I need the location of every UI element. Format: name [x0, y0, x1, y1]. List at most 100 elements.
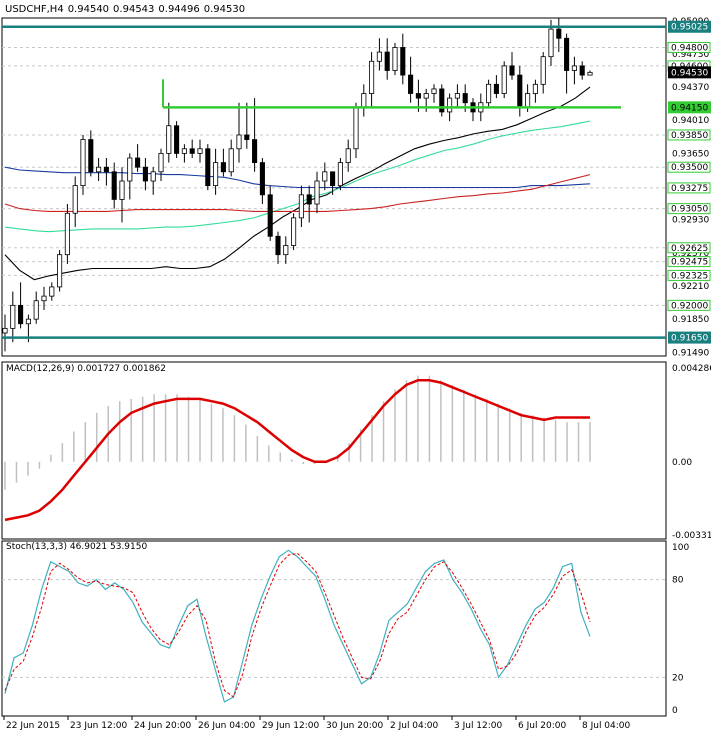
candle-body	[571, 65, 577, 71]
time-tick-label: 3 Jul 12:00	[454, 721, 503, 731]
candle-body	[353, 106, 359, 150]
candle-body	[579, 65, 585, 76]
price-tick-label: 0.91850	[672, 315, 709, 325]
macd-tick-label: 0.004286	[672, 364, 711, 374]
macd-panel-frame	[1, 361, 667, 540]
current-price-label: 0.94530	[671, 68, 708, 78]
candle-body	[337, 162, 343, 187]
candle-body	[486, 83, 492, 104]
candle-body	[135, 157, 141, 168]
candle-body	[564, 37, 570, 71]
candle-body	[49, 286, 55, 297]
candle-body	[501, 65, 507, 94]
close-value: 0.94530	[203, 4, 246, 15]
candle-body	[400, 47, 406, 76]
alert-level-label: 0.93275	[671, 184, 708, 194]
price-tick-label: 0.92210	[672, 282, 709, 292]
alert-level-box	[667, 203, 711, 215]
candle-body	[197, 148, 203, 154]
candle-body	[2, 327, 8, 334]
time-tick-label: 29 Jun 12:00	[262, 721, 319, 731]
alert-level-label: 0.93050	[671, 205, 708, 215]
candle-body	[205, 148, 211, 187]
candle-body	[236, 134, 242, 150]
candle-body	[80, 139, 86, 187]
time-tick-label: 24 Jun 20:00	[134, 721, 191, 731]
ma-line-green	[4, 120, 591, 233]
candle-body	[556, 28, 562, 39]
level-label-box	[668, 101, 711, 114]
stochastic-panel	[2, 549, 666, 703]
candle-body	[540, 56, 546, 85]
candle-body	[41, 295, 47, 302]
price-tick-label: 0.94010	[672, 116, 709, 126]
stoch-label: Stoch(13,3,3) 46.9021 53.9150	[6, 542, 148, 552]
alert-level-box	[667, 129, 711, 141]
candle-body	[267, 194, 273, 237]
alert-level-label: 0.94800	[671, 43, 708, 53]
alert-level-label: 0.92625	[671, 244, 708, 254]
candle-body	[228, 148, 234, 173]
low-value: 0.94496	[158, 4, 200, 15]
level-label: 0.94150	[671, 103, 708, 113]
candle-body	[158, 152, 164, 173]
candle-body	[174, 125, 180, 154]
candle-body	[587, 71, 593, 76]
symbol-label: USDCHF,H4	[5, 4, 64, 15]
macd-panel	[4, 375, 591, 522]
high-value: 0.94543	[113, 4, 155, 15]
candle-body	[291, 217, 297, 246]
candle-body	[376, 51, 382, 62]
axes: 0.950900.947300.943700.940100.936500.932…	[3, 17, 711, 731]
candle-body	[392, 47, 398, 71]
chart-header: USDCHF,H4 0.94540 0.94543 0.94496 0.94530	[5, 4, 249, 15]
price-tick-label: 0.93650	[672, 149, 709, 159]
candle-body	[322, 171, 328, 182]
candle-body	[447, 97, 453, 113]
time-tick-label: 30 Jun 20:00	[326, 721, 383, 731]
time-tick-label: 2 Jul 04:00	[390, 721, 439, 731]
macd-tick-label: -0.003319	[672, 531, 711, 541]
candle-body	[181, 148, 187, 154]
price-tick-label: 0.92930	[672, 216, 709, 226]
price-tick-label: 0.94370	[672, 83, 709, 93]
candle-body	[384, 51, 390, 71]
candle-body	[517, 74, 523, 108]
stoch-signal-line	[4, 552, 591, 698]
candle-body	[64, 212, 70, 256]
stoch-tick-label: 20	[672, 673, 684, 683]
candle-body	[166, 125, 172, 154]
open-value: 0.94540	[67, 4, 110, 15]
stoch-tick-label: 0	[672, 706, 678, 716]
stoch-panel-frame	[1, 540, 667, 717]
alert-level-box	[667, 256, 711, 268]
ma-line-blue	[4, 166, 591, 189]
level-label: 0.91650	[671, 334, 708, 344]
level-label: 0.95025	[671, 23, 708, 33]
candle-body	[127, 157, 133, 182]
candle-body	[298, 194, 304, 219]
candle-body	[431, 88, 437, 94]
candle-body	[548, 28, 554, 58]
candle-body	[415, 93, 421, 99]
alert-level-label: 0.93850	[671, 131, 708, 141]
alert-level-box	[667, 182, 711, 194]
level-label-box	[668, 331, 711, 344]
candle-body	[525, 93, 531, 108]
alert-level-label: 0.92475	[671, 258, 708, 268]
candle-body	[213, 162, 219, 187]
candle-body	[361, 93, 367, 108]
candle-body	[283, 245, 289, 256]
current-price-box	[668, 66, 711, 79]
candle-body	[493, 83, 499, 94]
candle-body	[142, 166, 148, 182]
candle-body	[532, 83, 538, 94]
candle-body	[306, 194, 312, 205]
price-tick-label: 0.92570	[672, 249, 709, 259]
price-tick-label: 0.91490	[672, 348, 709, 358]
time-tick-label: 23 Jun 12:00	[70, 721, 127, 731]
alert-level-box	[667, 242, 711, 254]
alert-level-box	[667, 41, 711, 53]
candle-body	[259, 162, 265, 196]
candle-body	[462, 93, 468, 104]
